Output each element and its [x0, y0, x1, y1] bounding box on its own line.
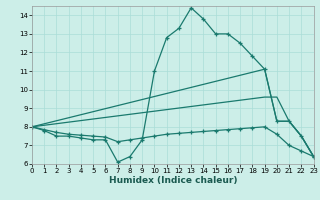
X-axis label: Humidex (Indice chaleur): Humidex (Indice chaleur) [108, 176, 237, 185]
